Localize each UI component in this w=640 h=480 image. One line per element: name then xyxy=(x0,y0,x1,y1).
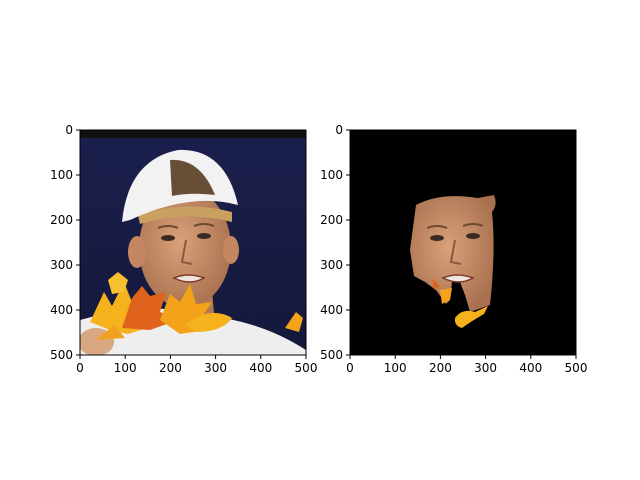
y-tick-label: 500 xyxy=(320,348,343,362)
y-tick-label: 400 xyxy=(320,303,343,317)
y-ticks-photo: 0 100 200 300 400 500 xyxy=(50,123,80,362)
x-tick-label: 400 xyxy=(519,361,542,375)
axes-photo: 0 100 200 300 400 500 0 100 200 300 400 500 xyxy=(50,123,317,375)
x-ticks-mask: 0 100 200 300 400 500 xyxy=(346,355,587,375)
y-tick-label: 100 xyxy=(320,168,343,182)
x-tick-label: 100 xyxy=(384,361,407,375)
x-tick-label: 0 xyxy=(346,361,354,375)
x-tick-label: 0 xyxy=(76,361,84,375)
y-tick-label: 100 xyxy=(50,168,73,182)
x-tick-label: 500 xyxy=(295,361,318,375)
axes-mask: 0 100 200 300 400 500 0 100 200 300 400 500 xyxy=(320,123,587,375)
y-tick-label: 300 xyxy=(50,258,73,272)
y-tick-label: 400 xyxy=(50,303,73,317)
x-tick-label: 400 xyxy=(249,361,272,375)
x-tick-label: 100 xyxy=(114,361,137,375)
axes-mask-frame xyxy=(349,129,577,356)
y-tick-label: 0 xyxy=(65,123,73,137)
photo-image xyxy=(80,130,306,355)
leaf-overlay xyxy=(90,272,303,340)
axes-photo-frame xyxy=(79,129,307,356)
mask-image xyxy=(350,130,576,355)
x-tick-label: 300 xyxy=(204,361,227,375)
x-tick-label: 500 xyxy=(565,361,588,375)
y-tick-label: 500 xyxy=(50,348,73,362)
y-tick-label: 200 xyxy=(50,213,73,227)
x-ticks-photo: 0 100 200 300 400 500 xyxy=(76,355,317,375)
y-tick-label: 300 xyxy=(320,258,343,272)
y-ticks-mask: 0 100 200 300 400 500 xyxy=(320,123,350,362)
y-tick-label: 200 xyxy=(320,213,343,227)
x-tick-label: 200 xyxy=(429,361,452,375)
x-tick-label: 200 xyxy=(159,361,182,375)
y-tick-label: 0 xyxy=(335,123,343,137)
x-tick-label: 300 xyxy=(474,361,497,375)
